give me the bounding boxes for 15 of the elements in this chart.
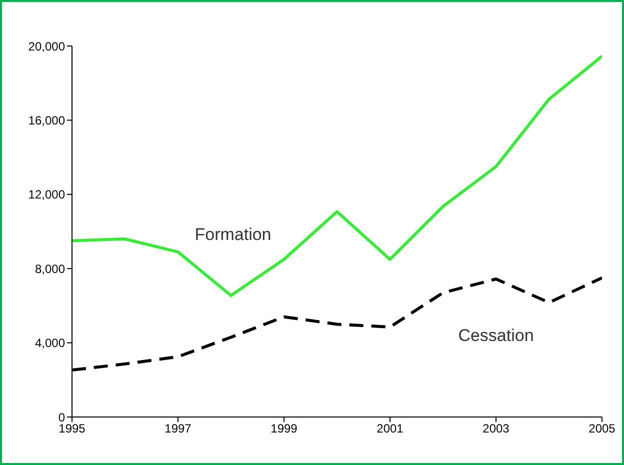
x-tick-label: 1995 [58, 422, 86, 436]
y-tick-label: 0 [58, 410, 66, 424]
series-label: Formation [194, 224, 272, 244]
x-tick-label: 2005 [588, 422, 616, 436]
y-tick-label: 8,000 [34, 262, 66, 276]
x-tick-label: 1997 [164, 422, 192, 436]
x-tick-label: 1999 [270, 422, 298, 436]
x-tick-label: 2001 [376, 422, 404, 436]
x-tick-label: 2003 [482, 422, 510, 436]
y-tick-label: 16,000 [28, 113, 66, 128]
y-tick-label: 12,000 [28, 188, 66, 202]
y-tick-label: 20,000 [28, 39, 66, 54]
line-series [72, 54, 602, 297]
series-label: Cessation [458, 326, 534, 345]
y-tick-label: 4,000 [34, 336, 66, 350]
